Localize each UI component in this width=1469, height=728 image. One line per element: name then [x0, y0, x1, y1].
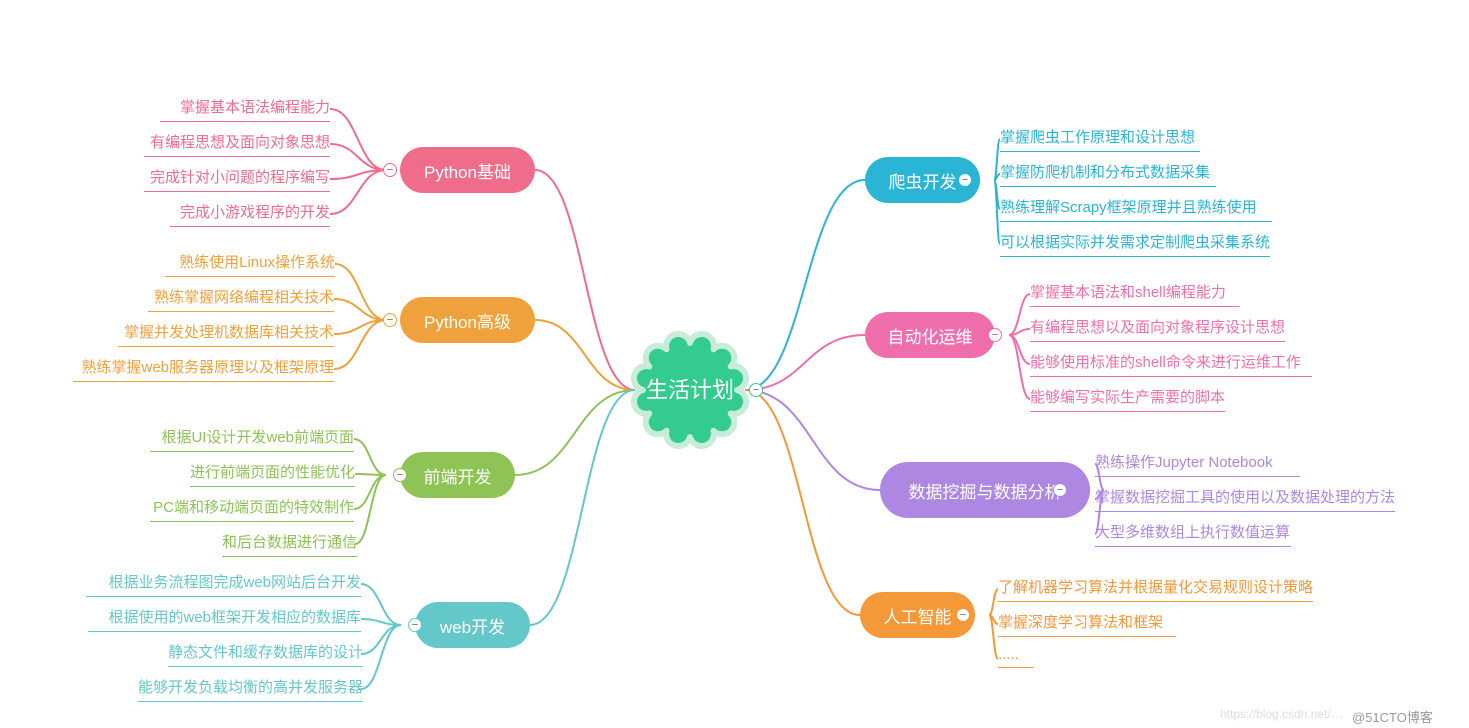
branch-python-advanced[interactable]: Python高级 — [400, 297, 535, 343]
branch-webdev[interactable]: web开发 — [415, 602, 530, 648]
leaf-crawler-0[interactable]: 掌握爬虫工作原理和设计思想 — [1000, 126, 1200, 152]
leaf-ai-2[interactable]: ..... — [998, 646, 1033, 668]
leaf-datamining-2-text: 大型多维数组上执行数值运算 — [1095, 524, 1290, 541]
leaf-ai-0-text: 了解机器学习算法并根据量化交易规则设计策略 — [998, 579, 1313, 596]
leaf-ai-1[interactable]: 掌握深度学习算法和框架 — [998, 611, 1176, 637]
leaf-crawler-1[interactable]: 掌握防爬机制和分布式数据采集 — [1000, 161, 1216, 187]
leaf-python-advanced-3-text: 熟练掌握web服务器原理以及框架原理 — [81, 359, 334, 376]
center-toggle[interactable]: − — [749, 383, 763, 397]
center-node[interactable]: 生活计划 — [620, 320, 760, 460]
leaf-datamining-0[interactable]: 熟练操作Jupyter Notebook — [1095, 451, 1300, 477]
leaf-automation-2-text: 能够使用标准的shell命令来进行运维工作 — [1030, 354, 1301, 371]
leaf-automation-0-text: 掌握基本语法和shell编程能力 — [1030, 284, 1226, 301]
leaf-python-advanced-0-text: 熟练使用Linux操作系统 — [179, 254, 335, 271]
svg-text:生活计划: 生活计划 — [646, 378, 734, 403]
watermark-csdn: https://blog.csdn.net/… — [1220, 707, 1343, 721]
leaf-automation-3-text: 能够编写实际生产需要的脚本 — [1030, 389, 1225, 406]
leaf-python-advanced-1[interactable]: 熟练掌握网络编程相关技术 — [148, 286, 334, 312]
leaf-ai-0[interactable]: 了解机器学习算法并根据量化交易规则设计策略 — [998, 576, 1313, 602]
leaf-crawler-3-text: 可以根据实际并发需求定制爬虫采集系统 — [1000, 234, 1270, 251]
leaf-automation-1[interactable]: 有编程思想以及面向对象程序设计思想 — [1030, 316, 1285, 342]
leaf-python-basic-1-text: 有编程思想及面向对象思想 — [150, 134, 330, 151]
leaf-python-advanced-1-text: 熟练掌握网络编程相关技术 — [154, 289, 334, 306]
leaf-python-basic-2[interactable]: 完成针对小问题的程序编写 — [144, 166, 330, 192]
leaf-webdev-0[interactable]: 根据业务流程图完成web网站后台开发 — [86, 571, 361, 597]
leaf-datamining-2[interactable]: 大型多维数组上执行数值运算 — [1095, 521, 1291, 547]
leaf-crawler-2[interactable]: 熟练理解Scrapy框架原理并且熟练使用 — [1000, 196, 1272, 222]
leaf-frontend-1[interactable]: 进行前端页面的性能优化 — [190, 461, 355, 487]
branch-crawler-toggle[interactable]: − — [958, 173, 972, 187]
leaf-webdev-1-text: 根据使用的web框架开发相应的数据库 — [108, 609, 361, 626]
leaf-frontend-0-text: 根据UI设计开发web前端页面 — [161, 429, 354, 446]
branch-datamining-label: 数据挖掘与数据分析 — [909, 478, 1062, 503]
leaf-python-basic-2-text: 完成针对小问题的程序编写 — [150, 169, 330, 186]
branch-crawler-label: 爬虫开发 — [889, 168, 957, 193]
leaf-webdev-2[interactable]: 静态文件和缓存数据库的设计 — [168, 641, 363, 667]
leaf-crawler-0-text: 掌握爬虫工作原理和设计思想 — [1000, 129, 1195, 146]
branch-python-basic[interactable]: Python基础 — [400, 147, 535, 193]
leaf-python-basic-1[interactable]: 有编程思想及面向对象思想 — [144, 131, 330, 157]
leaf-frontend-1-text: 进行前端页面的性能优化 — [190, 464, 355, 481]
leaf-crawler-1-text: 掌握防爬机制和分布式数据采集 — [1000, 164, 1210, 181]
branch-datamining-toggle[interactable]: − — [1053, 483, 1067, 497]
leaf-automation-2[interactable]: 能够使用标准的shell命令来进行运维工作 — [1030, 351, 1312, 377]
leaf-python-basic-3[interactable]: 完成小游戏程序的开发 — [170, 201, 330, 227]
branch-ai-label: 人工智能 — [884, 603, 952, 628]
leaf-python-basic-3-text: 完成小游戏程序的开发 — [180, 204, 330, 221]
branch-webdev-label: web开发 — [440, 613, 505, 638]
branch-python-basic-label: Python基础 — [424, 158, 511, 183]
leaf-webdev-1[interactable]: 根据使用的web框架开发相应的数据库 — [88, 606, 361, 632]
leaf-crawler-2-text: 熟练理解Scrapy框架原理并且熟练使用 — [1000, 199, 1257, 216]
branch-ai-toggle[interactable]: − — [956, 608, 970, 622]
watermark: @51CTO博客 — [1352, 707, 1433, 726]
leaf-python-advanced-2[interactable]: 掌握并发处理机数据库相关技术 — [118, 321, 334, 347]
leaf-datamining-1-text: 掌握数据挖掘工具的使用以及数据处理的方法 — [1095, 489, 1395, 506]
leaf-webdev-3-text: 能够开发负载均衡的高并发服务器 — [138, 679, 363, 696]
leaf-python-advanced-3[interactable]: 熟练掌握web服务器原理以及框架原理 — [73, 356, 334, 382]
branch-python-basic-toggle[interactable]: − — [383, 163, 397, 177]
branch-frontend[interactable]: 前端开发 — [400, 452, 515, 498]
branch-frontend-label: 前端开发 — [424, 463, 492, 488]
leaf-datamining-1[interactable]: 掌握数据挖掘工具的使用以及数据处理的方法 — [1095, 486, 1395, 512]
branch-automation-label: 自动化运维 — [888, 323, 973, 348]
branch-automation[interactable]: 自动化运维 — [865, 312, 995, 358]
leaf-webdev-0-text: 根据业务流程图完成web网站后台开发 — [108, 574, 361, 591]
leaf-frontend-3-text: 和后台数据进行通信 — [222, 534, 357, 551]
leaf-python-basic-0-text: 掌握基本语法编程能力 — [180, 99, 330, 116]
leaf-automation-0[interactable]: 掌握基本语法和shell编程能力 — [1030, 281, 1240, 307]
leaf-webdev-2-text: 静态文件和缓存数据库的设计 — [168, 644, 363, 661]
leaf-automation-3[interactable]: 能够编写实际生产需要的脚本 — [1030, 386, 1225, 412]
leaf-frontend-3[interactable]: 和后台数据进行通信 — [222, 531, 357, 557]
leaf-python-advanced-2-text: 掌握并发处理机数据库相关技术 — [124, 324, 334, 341]
leaf-frontend-2-text: PC端和移动端页面的特效制作 — [153, 499, 354, 516]
branch-python-advanced-label: Python高级 — [424, 308, 511, 333]
leaf-frontend-0[interactable]: 根据UI设计开发web前端页面 — [150, 426, 354, 452]
branch-automation-toggle[interactable]: − — [988, 328, 1002, 342]
branch-webdev-toggle[interactable]: − — [408, 618, 422, 632]
leaf-ai-2-text: ..... — [998, 646, 1019, 663]
leaf-webdev-3[interactable]: 能够开发负载均衡的高并发服务器 — [138, 676, 363, 702]
leaf-ai-1-text: 掌握深度学习算法和框架 — [998, 614, 1163, 631]
branch-python-advanced-toggle[interactable]: − — [383, 313, 397, 327]
leaf-frontend-2[interactable]: PC端和移动端页面的特效制作 — [150, 496, 354, 522]
leaf-crawler-3[interactable]: 可以根据实际并发需求定制爬虫采集系统 — [1000, 231, 1270, 257]
branch-frontend-toggle[interactable]: − — [393, 468, 407, 482]
leaf-python-basic-0[interactable]: 掌握基本语法编程能力 — [160, 96, 330, 122]
leaf-automation-1-text: 有编程思想以及面向对象程序设计思想 — [1030, 319, 1285, 336]
leaf-datamining-0-text: 熟练操作Jupyter Notebook — [1095, 454, 1273, 471]
leaf-python-advanced-0[interactable]: 熟练使用Linux操作系统 — [165, 251, 335, 277]
